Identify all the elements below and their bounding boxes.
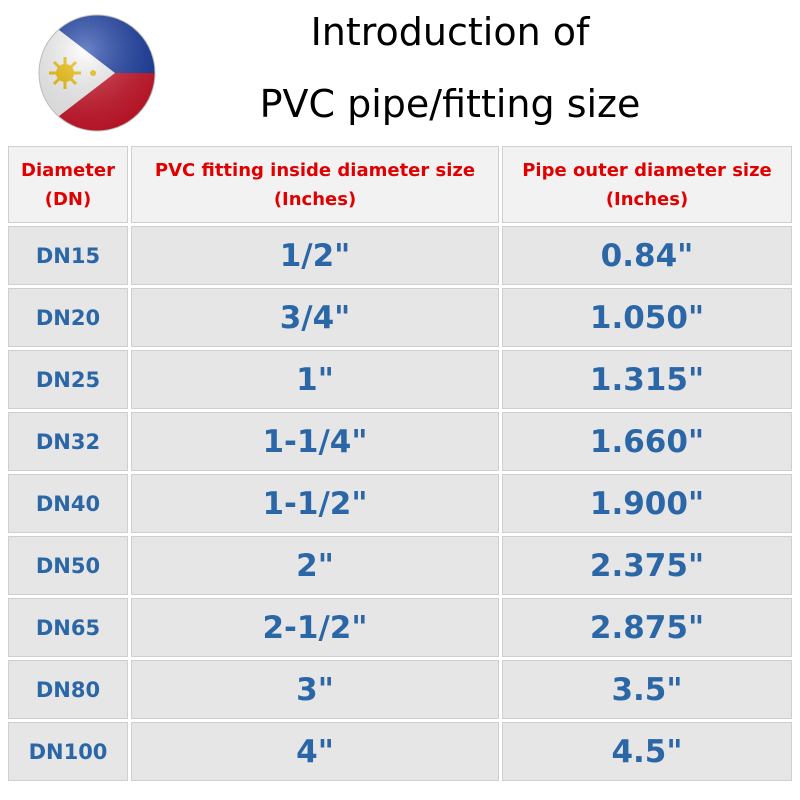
cell-text: DN25	[35, 367, 101, 392]
header-text: (Inches)	[273, 188, 357, 210]
header-text: Pipe outer diameter size	[522, 159, 772, 181]
table-cell: DN80	[8, 660, 128, 719]
cell-text: 3.5"	[611, 671, 683, 708]
table-cell: DN100	[8, 722, 128, 781]
table-cell: 2.875"	[502, 598, 792, 657]
table-cell: DN15	[8, 226, 128, 285]
cell-text: 4"	[296, 733, 334, 770]
table-cell: 1/2"	[131, 226, 499, 285]
cell-text: DN50	[35, 553, 101, 578]
cell-text: 3/4"	[279, 299, 351, 336]
table-cell: 0.84"	[502, 226, 792, 285]
cell-text: 1.900"	[589, 485, 705, 522]
table-cell: 3/4"	[131, 288, 499, 347]
table-cell: 4.5"	[502, 722, 792, 781]
cell-text: DN65	[35, 615, 101, 640]
table-cell: 2.375"	[502, 536, 792, 595]
table-cell: 1.050"	[502, 288, 792, 347]
cell-text: DN15	[35, 243, 101, 268]
title-line: Introduction of	[310, 10, 590, 54]
header-text: PVC fitting inside diameter size	[154, 159, 476, 181]
table-cell: 1.660"	[502, 412, 792, 471]
table-cell: 2"	[131, 536, 499, 595]
cell-text: 1-1/4"	[262, 423, 368, 460]
cell-text: 1"	[296, 361, 334, 398]
cell-text: 2-1/2"	[262, 609, 368, 646]
cell-text: 2.875"	[589, 609, 705, 646]
title-line: PVC pipe/fitting size	[259, 82, 641, 126]
table-cell: DN65	[8, 598, 128, 657]
cell-text: DN32	[35, 429, 101, 454]
cell-text: 4.5"	[611, 733, 683, 770]
header-text: (Inches)	[605, 188, 689, 210]
cell-text: 1/2"	[279, 237, 351, 274]
header-cell: PVC fitting inside diameter size (Inches)	[131, 146, 499, 223]
cell-text: 2.375"	[589, 547, 705, 584]
table-cell: 1"	[131, 350, 499, 409]
cell-text: 1-1/2"	[262, 485, 368, 522]
cell-text: 1.315"	[589, 361, 705, 398]
cell-text: 1.660"	[589, 423, 705, 460]
table-cell: DN40	[8, 474, 128, 533]
table-cell: DN50	[8, 536, 128, 595]
cell-text: 0.84"	[600, 237, 694, 274]
cell-text: DN80	[35, 677, 101, 702]
table-cell: 1-1/2"	[131, 474, 499, 533]
table-cell: 4"	[131, 722, 499, 781]
header-text: (DN)	[44, 188, 92, 210]
cell-text: 2"	[296, 547, 334, 584]
table-cell: DN25	[8, 350, 128, 409]
header-cell: Diameter (DN)	[8, 146, 128, 223]
header-text: Diameter	[21, 159, 115, 181]
cell-text: DN100	[28, 739, 108, 764]
cell-text: 3"	[296, 671, 334, 708]
header-cell: Pipe outer diameter size (Inches)	[502, 146, 792, 223]
table-cell: DN20	[8, 288, 128, 347]
cell-text: DN20	[35, 305, 101, 330]
flag-icon	[38, 14, 156, 132]
cell-text: 1.050"	[589, 299, 705, 336]
table-cell: 3"	[131, 660, 499, 719]
cell-text: DN40	[35, 491, 101, 516]
table-cell: 1.315"	[502, 350, 792, 409]
table-cell: 3.5"	[502, 660, 792, 719]
table-cell: 1.900"	[502, 474, 792, 533]
table-cell: 1-1/4"	[131, 412, 499, 471]
table-cell: DN32	[8, 412, 128, 471]
table-cell: 2-1/2"	[131, 598, 499, 657]
size-table: Diameter (DN) PVC fitting inside diameter …	[8, 146, 792, 781]
